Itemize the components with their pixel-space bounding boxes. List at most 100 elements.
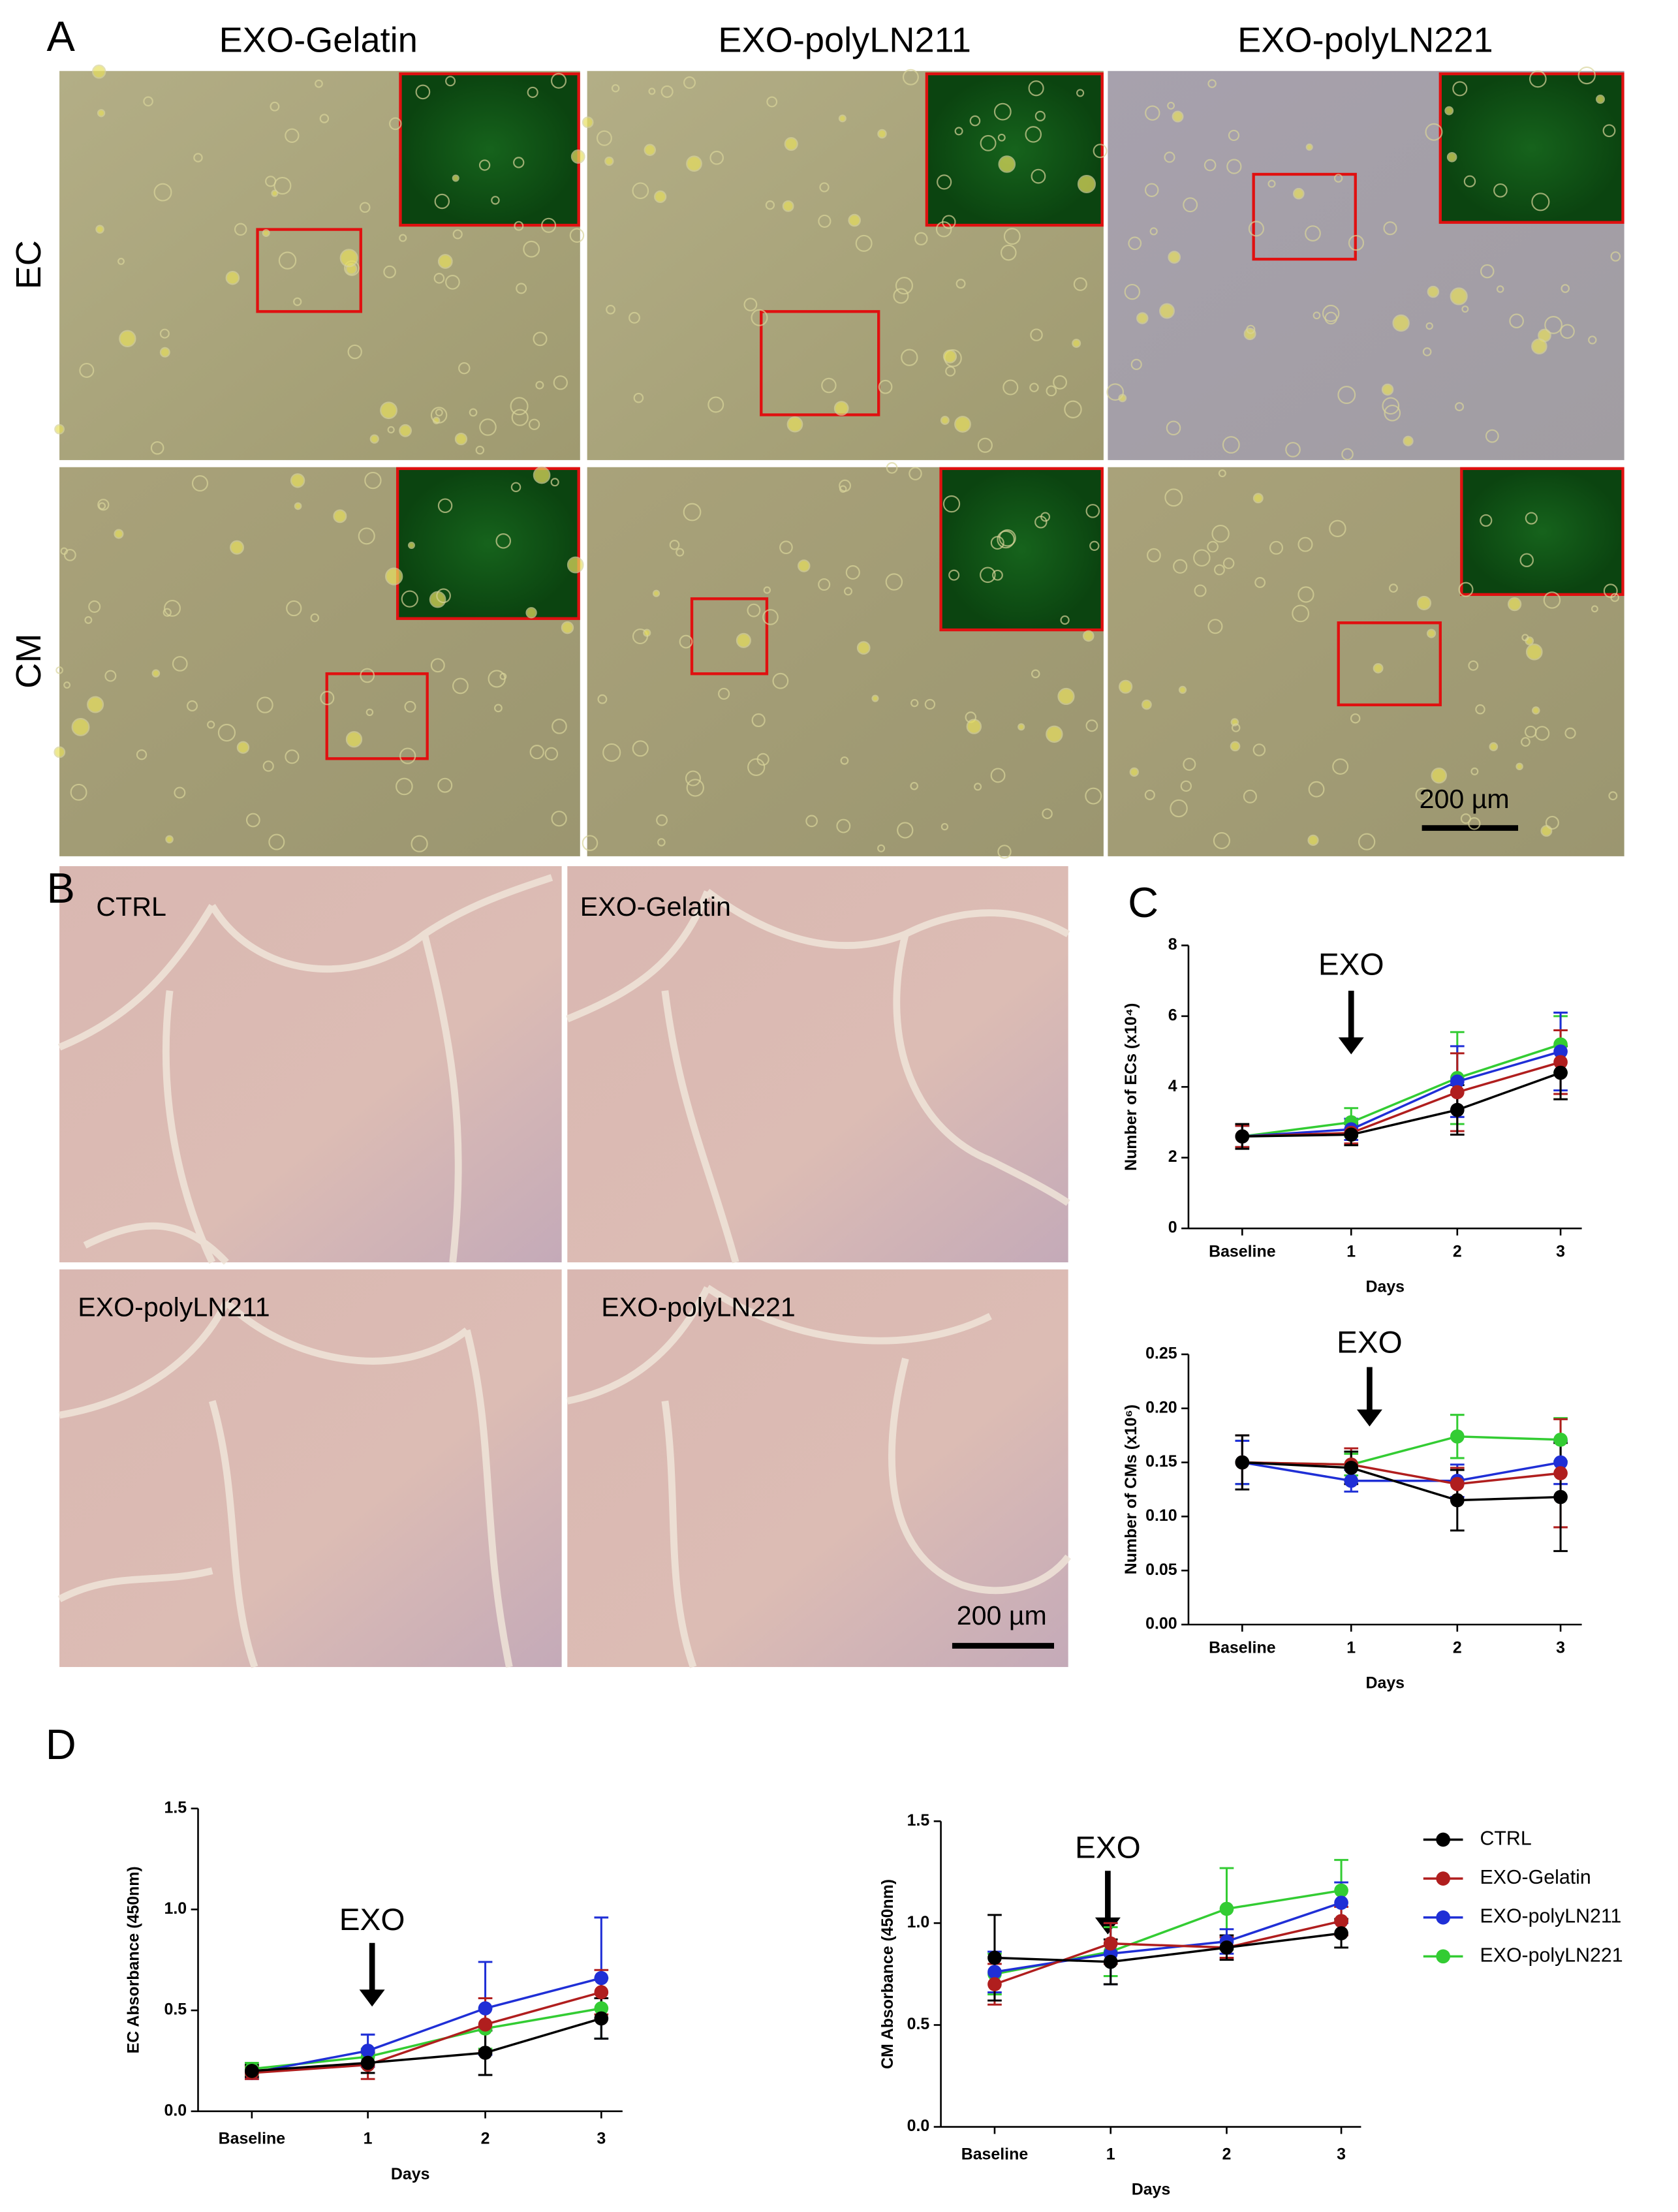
cell xyxy=(855,234,873,252)
cell xyxy=(434,193,450,210)
legend-label: EXO-polyLN211 xyxy=(1480,1906,1622,1927)
cell xyxy=(1544,316,1562,334)
cell xyxy=(1130,358,1142,370)
cell xyxy=(550,478,559,487)
cell xyxy=(262,760,274,772)
cell xyxy=(319,114,330,123)
cell xyxy=(1392,314,1410,332)
cell xyxy=(1046,725,1063,743)
cell xyxy=(360,668,375,683)
cell xyxy=(193,153,203,163)
cell xyxy=(150,441,164,455)
cell xyxy=(315,79,323,88)
arrow-head xyxy=(1356,1409,1382,1427)
cell xyxy=(369,434,379,444)
cell xyxy=(387,426,395,434)
point xyxy=(1334,1926,1348,1940)
point xyxy=(1344,1473,1359,1488)
x-tick-label: Baseline xyxy=(961,2145,1028,2163)
point xyxy=(1553,1044,1568,1059)
cell xyxy=(1057,687,1075,706)
cell xyxy=(293,297,302,306)
cell xyxy=(54,746,66,758)
point xyxy=(1450,1085,1465,1100)
cell xyxy=(458,362,471,375)
cell xyxy=(1383,221,1397,236)
cell xyxy=(910,699,919,708)
cell xyxy=(1267,179,1276,188)
line xyxy=(251,1976,602,2074)
cell xyxy=(95,225,104,234)
cell xyxy=(897,822,914,839)
point xyxy=(594,2011,609,2026)
cell xyxy=(528,418,540,430)
cell xyxy=(256,696,273,713)
cell xyxy=(114,529,124,539)
cell xyxy=(452,678,469,694)
cell xyxy=(570,149,585,164)
cell xyxy=(974,783,982,791)
line xyxy=(251,2017,602,2072)
photo xyxy=(59,1269,562,1668)
chart: 0.0 0.5 1.0 1.5 Baseline 1 2 3 Days EC Absorbance… xyxy=(125,1798,623,2183)
cell xyxy=(1293,187,1305,200)
cell xyxy=(445,76,456,87)
cell xyxy=(940,822,949,831)
point xyxy=(1450,1074,1465,1089)
cell xyxy=(836,818,851,833)
cell xyxy=(401,590,418,608)
point xyxy=(594,1985,609,2000)
cell xyxy=(956,279,966,289)
cell xyxy=(629,311,640,324)
y-tick-label: 8 xyxy=(1168,935,1177,954)
cell xyxy=(1382,397,1400,415)
cell xyxy=(63,548,76,561)
y-tick-label: 0.10 xyxy=(1145,1506,1177,1525)
cell xyxy=(1525,512,1538,525)
cell xyxy=(553,375,568,390)
cell xyxy=(910,782,918,790)
cell xyxy=(1515,762,1523,771)
micrographs xyxy=(54,64,1624,1668)
cell xyxy=(992,569,1003,581)
cell xyxy=(236,741,250,754)
cell xyxy=(1608,791,1618,801)
cell xyxy=(523,240,540,258)
line xyxy=(1242,1050,1561,1138)
cell xyxy=(245,813,260,828)
cell xyxy=(1129,767,1139,777)
legend-marker xyxy=(1436,1949,1450,1964)
point xyxy=(245,2064,259,2078)
annotation: EXO xyxy=(1337,1325,1403,1360)
cell xyxy=(278,251,297,270)
cell xyxy=(347,344,362,360)
line xyxy=(1242,1461,1561,1482)
cell xyxy=(1183,757,1196,771)
row-label: CM xyxy=(9,634,48,689)
point xyxy=(1344,1127,1359,1142)
cell xyxy=(383,265,396,279)
cell xyxy=(207,721,215,729)
cell xyxy=(119,330,136,347)
cell xyxy=(217,723,236,742)
cell xyxy=(782,200,794,212)
cell xyxy=(895,277,914,295)
cell xyxy=(1446,152,1457,163)
y-tick-label: 0.5 xyxy=(164,2001,187,2019)
cell xyxy=(399,234,407,242)
cell xyxy=(654,190,667,203)
cell xyxy=(765,200,775,210)
cell xyxy=(644,144,656,156)
cell xyxy=(273,177,292,195)
cell xyxy=(1425,123,1443,141)
cell xyxy=(1222,436,1240,454)
cell xyxy=(1285,442,1301,458)
cell xyxy=(79,362,95,378)
cell xyxy=(948,569,960,581)
cell xyxy=(980,567,996,584)
cell xyxy=(271,189,279,197)
cell xyxy=(1297,586,1314,603)
cell xyxy=(1214,564,1225,576)
cell xyxy=(87,696,104,713)
cell xyxy=(1142,699,1152,710)
